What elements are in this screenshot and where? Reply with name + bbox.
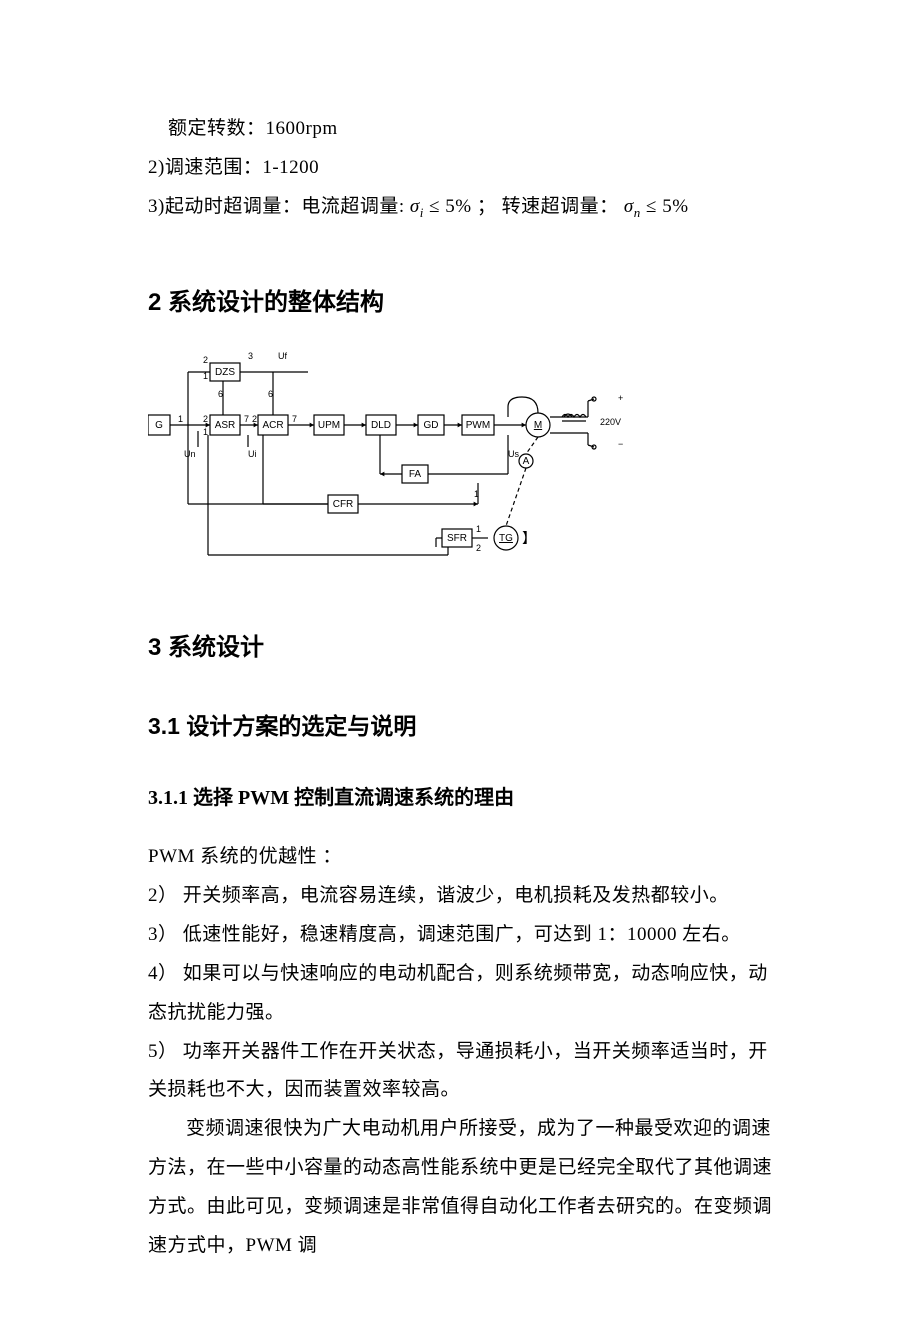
bullet-2: 2） 开关频率高，电流容易连续，谐波少，电机损耗及发热都较小。: [148, 877, 772, 916]
svg-text:+: +: [618, 393, 623, 403]
spec-overshoot: 3)起动时超调量：电流超调量: σi ≤ 5% ； 转速超调量： σn ≤ 5%: [148, 188, 772, 227]
closing-paragraph: 变频调速很快为广大电动机用户所接受，成为了一种最受欢迎的调速方法，在一些中小容量…: [148, 1110, 772, 1266]
svg-text:DZS: DZS: [215, 367, 235, 378]
pwm-intro: PWM 系统的优越性 ：: [148, 838, 772, 877]
heading-structure: 2 系统设计的整体结构: [148, 282, 772, 317]
spec-range: 2)调速范围：1-1200: [148, 149, 772, 188]
svg-text:UPM: UPM: [318, 420, 340, 431]
svg-text:2: 2: [203, 355, 208, 365]
svg-text:6: 6: [268, 389, 273, 399]
overshoot-prefix: 3)起动时超调量：电流超调量:: [148, 196, 405, 217]
svg-text:2: 2: [252, 414, 257, 424]
svg-text:DLD: DLD: [371, 420, 391, 431]
spec-label: 额定转数：: [168, 118, 266, 139]
sigma-i: σi: [410, 196, 424, 217]
svg-text:−: −: [618, 439, 623, 449]
overshoot-mid: 转速超调量：: [502, 196, 619, 217]
svg-text:7: 7: [292, 414, 297, 424]
bullet-4: 4） 如果可以与快速响应的电动机配合，则系统频带宽，动态响应快，动态抗扰能力强。: [148, 955, 772, 1033]
svg-text:Us: Us: [508, 449, 519, 459]
heading-pwm-reason: 3.1.1 选择 PWM 控制直流调速系统的理由: [148, 781, 772, 810]
bullet-5: 5） 功率开关器件工作在开关状态，导通损耗小，当开关频率适当时，开关损耗也不大，…: [148, 1033, 772, 1111]
heading-design: 3 系统设计: [148, 627, 772, 662]
svg-text:SFR: SFR: [447, 533, 467, 544]
svg-text:Uf: Uf: [278, 351, 287, 361]
svg-text:A: A: [523, 456, 530, 467]
svg-text:Ui: Ui: [248, 449, 257, 459]
svg-text:】: 】: [522, 530, 536, 546]
svg-text:1: 1: [476, 524, 481, 534]
spec-value: 1600rpm: [266, 118, 338, 139]
system-block-diagram: G DZS ASR ACR UPM DLD GD PWM FA CFR SFR M A TG 】 Uf Un Ui…: [148, 347, 772, 572]
svg-text:ASR: ASR: [215, 420, 236, 431]
svg-text:2: 2: [203, 414, 208, 424]
svg-text:6: 6: [218, 389, 223, 399]
svg-text:G: G: [155, 420, 163, 431]
sigma-n: σn: [624, 196, 641, 217]
svg-text:1: 1: [203, 371, 208, 381]
svg-text:7: 7: [244, 414, 249, 424]
spec-rated-speed: 额定转数：1600rpm: [148, 110, 772, 149]
svg-text:1: 1: [203, 427, 208, 437]
heading-scheme: 3.1 设计方案的选定与说明: [148, 707, 772, 741]
svg-text:ACR: ACR: [262, 420, 283, 431]
svg-text:Un: Un: [184, 449, 196, 459]
svg-text:M: M: [534, 420, 542, 431]
svg-text:1: 1: [178, 414, 183, 424]
svg-text:PWM: PWM: [466, 420, 490, 431]
svg-text:CFR: CFR: [333, 499, 354, 510]
svg-text:FA: FA: [409, 469, 422, 480]
le-n: ≤ 5%: [641, 196, 689, 217]
svg-text:TG: TG: [499, 533, 513, 544]
svg-text:3: 3: [248, 351, 253, 361]
svg-text:GD: GD: [424, 420, 439, 431]
le-i: ≤ 5% ；: [424, 196, 497, 217]
bullet-3: 3） 低速性能好，稳速精度高，调速范围广，可达到 1：10000 左右。: [148, 916, 772, 955]
svg-text:1: 1: [474, 489, 479, 499]
svg-text:220V: 220V: [600, 417, 621, 427]
svg-text:2: 2: [476, 543, 481, 553]
